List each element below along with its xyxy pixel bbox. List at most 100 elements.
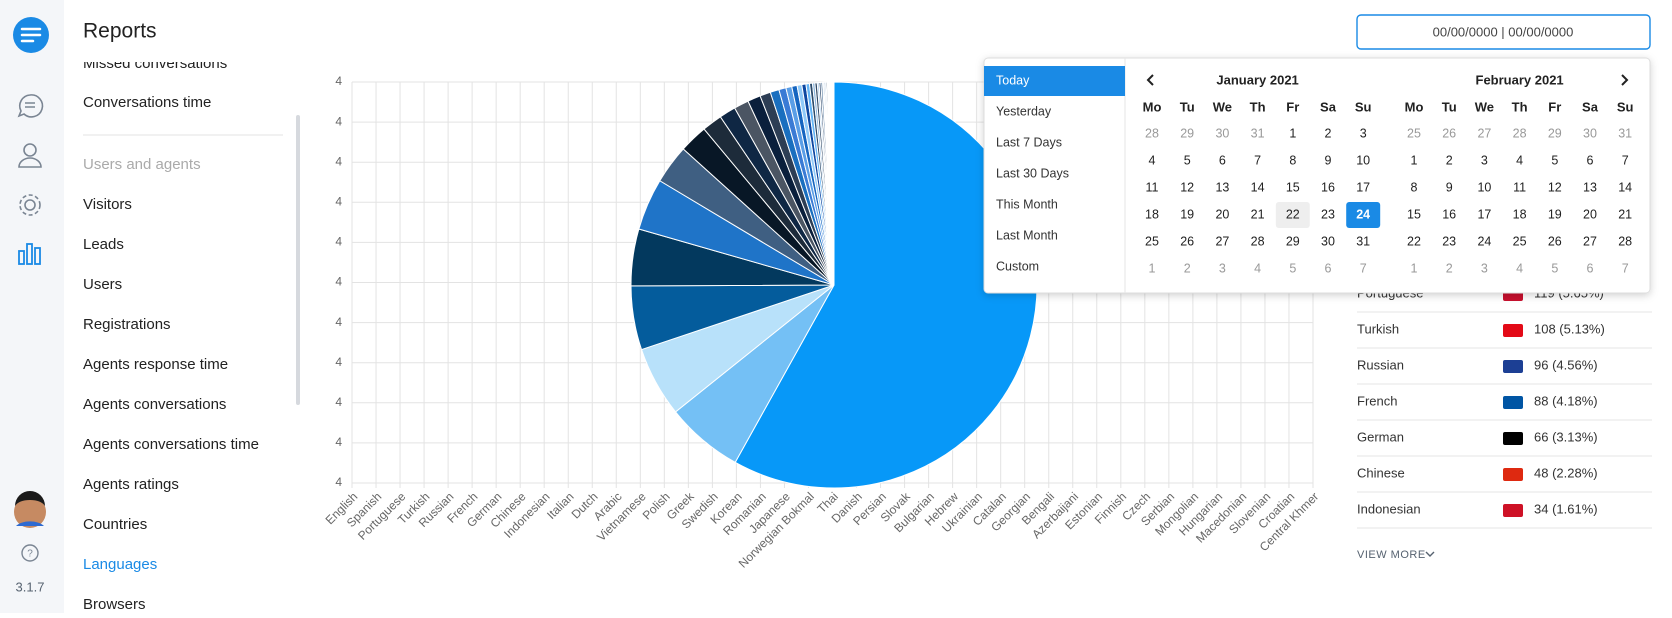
day[interactable]: 5 (1551, 261, 1558, 275)
menu-item[interactable]: Agents conversations (83, 396, 226, 413)
pie-slice[interactable] (832, 81, 835, 286)
day[interactable]: 27 (1583, 234, 1597, 248)
menu-item[interactable]: Agents conversations time (83, 436, 259, 453)
menu-item[interactable]: Missed conversations (83, 55, 227, 72)
menu-item[interactable]: Languages (83, 556, 157, 573)
day[interactable]: 10 (1356, 153, 1370, 167)
day[interactable]: 5 (1551, 153, 1558, 167)
day[interactable]: 26 (1548, 234, 1562, 248)
menu-item[interactable]: Leads (83, 236, 124, 253)
day[interactable]: 24 (1477, 234, 1491, 248)
day[interactable]: 6 (1587, 261, 1594, 275)
day[interactable]: 28 (1618, 234, 1632, 248)
conversations-icon[interactable] (17, 94, 44, 118)
day[interactable]: 6 (1219, 153, 1226, 167)
day[interactable]: 5 (1184, 153, 1191, 167)
day[interactable]: 20 (1583, 207, 1597, 221)
menu-item[interactable]: Agents ratings (83, 476, 179, 493)
day[interactable]: 21 (1618, 207, 1632, 221)
day[interactable]: 31 (1251, 126, 1265, 140)
range-option[interactable]: Last 30 Days (996, 166, 1069, 180)
avatar[interactable] (14, 496, 46, 528)
day[interactable]: 12 (1180, 180, 1194, 194)
day[interactable]: 28 (1145, 126, 1159, 140)
settings-icon[interactable] (24, 199, 36, 211)
menu-item[interactable]: Registrations (83, 316, 171, 333)
help-icon[interactable] (21, 544, 39, 562)
day[interactable]: 27 (1215, 234, 1229, 248)
day[interactable]: 28 (1513, 126, 1527, 140)
day[interactable]: 1 (1289, 126, 1296, 140)
day[interactable]: 19 (1180, 207, 1194, 221)
day[interactable]: 13 (1215, 180, 1229, 194)
day[interactable]: 26 (1180, 234, 1194, 248)
day[interactable]: 30 (1583, 126, 1597, 140)
day[interactable]: 1 (1411, 261, 1418, 275)
users-icon[interactable] (23, 143, 37, 157)
day[interactable]: 17 (1477, 207, 1491, 221)
day[interactable]: 15 (1286, 180, 1300, 194)
day[interactable]: 25 (1407, 126, 1421, 140)
date-input[interactable] (1356, 14, 1651, 50)
day[interactable]: 8 (1411, 180, 1418, 194)
menu-item[interactable]: Countries (83, 516, 147, 533)
day[interactable]: 18 (1145, 207, 1159, 221)
day[interactable]: 5 (1289, 261, 1296, 275)
day[interactable]: 4 (1516, 261, 1523, 275)
day[interactable]: 23 (1442, 234, 1456, 248)
day[interactable]: 22 (1286, 207, 1300, 221)
day[interactable]: 27 (1477, 126, 1491, 140)
day[interactable]: 14 (1251, 180, 1265, 194)
day[interactable]: 7 (1360, 261, 1367, 275)
day[interactable]: 2 (1325, 126, 1332, 140)
range-option[interactable]: Last 7 Days (996, 135, 1062, 149)
day[interactable]: 31 (1356, 234, 1370, 248)
day[interactable]: 3 (1481, 153, 1488, 167)
range-option[interactable]: Today (996, 73, 1030, 87)
day[interactable]: 3 (1219, 261, 1226, 275)
menu-item[interactable]: Browsers (83, 596, 146, 613)
day[interactable]: 29 (1286, 234, 1300, 248)
day[interactable]: 4 (1149, 153, 1156, 167)
day[interactable]: 15 (1407, 207, 1421, 221)
day[interactable]: 3 (1360, 126, 1367, 140)
day[interactable]: 1 (1411, 153, 1418, 167)
day[interactable]: 16 (1321, 180, 1335, 194)
day[interactable]: 11 (1513, 180, 1526, 194)
menu-item[interactable]: Visitors (83, 196, 132, 213)
reports-icon[interactable] (18, 243, 41, 265)
day[interactable]: 1 (1149, 261, 1156, 275)
day[interactable]: 10 (1477, 180, 1491, 194)
day[interactable]: 9 (1325, 153, 1332, 167)
day[interactable]: 14 (1618, 180, 1632, 194)
day[interactable]: 30 (1215, 126, 1229, 140)
day[interactable]: 4 (1254, 261, 1261, 275)
day[interactable]: 18 (1513, 207, 1527, 221)
day[interactable]: 2 (1184, 261, 1191, 275)
day[interactable]: 25 (1145, 234, 1159, 248)
day[interactable]: 17 (1356, 180, 1370, 194)
menu-item[interactable]: Agents response time (83, 356, 228, 373)
menu-item[interactable]: Users (83, 276, 122, 293)
day[interactable]: 7 (1254, 153, 1261, 167)
day[interactable]: 29 (1548, 126, 1562, 140)
day[interactable]: 4 (1516, 153, 1523, 167)
day[interactable]: 29 (1180, 126, 1194, 140)
day[interactable]: 24 (1356, 207, 1370, 221)
day[interactable]: 22 (1407, 234, 1421, 248)
range-option[interactable]: Yesterday (996, 104, 1052, 118)
day[interactable]: 13 (1583, 180, 1597, 194)
day[interactable]: 16 (1442, 207, 1456, 221)
day[interactable]: 9 (1446, 180, 1453, 194)
prev-arrow[interactable] (1146, 74, 1154, 86)
next-arrow[interactable] (1621, 74, 1629, 86)
day[interactable]: 6 (1587, 153, 1594, 167)
day[interactable]: 7 (1622, 261, 1629, 275)
day[interactable]: 12 (1548, 180, 1562, 194)
day[interactable]: 30 (1321, 234, 1335, 248)
day[interactable]: 21 (1251, 207, 1265, 221)
day[interactable]: 11 (1146, 180, 1159, 194)
day[interactable]: 3 (1481, 261, 1488, 275)
day[interactable]: 2 (1446, 153, 1453, 167)
day[interactable]: 25 (1513, 234, 1527, 248)
